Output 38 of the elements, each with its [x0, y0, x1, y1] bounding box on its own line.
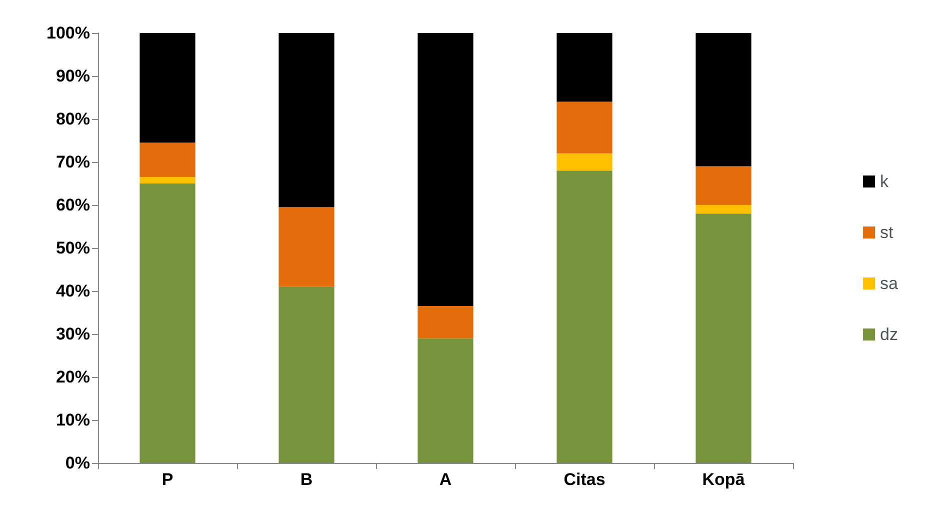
- bar: [418, 338, 474, 463]
- legend-label: st: [880, 223, 894, 242]
- bar: [140, 177, 196, 184]
- y-tick-label: 20%: [56, 368, 90, 386]
- bar: [696, 214, 752, 463]
- legend-label: dz: [880, 325, 898, 344]
- bar: [556, 170, 612, 463]
- x-tick-label: B: [300, 470, 313, 489]
- bar: [278, 33, 334, 208]
- bar: [140, 33, 196, 143]
- y-tick-label: 0%: [65, 454, 90, 472]
- y-tick-label: 90%: [56, 66, 90, 86]
- bar: [278, 286, 334, 463]
- bar: [418, 33, 474, 306]
- y-tick-label: 70%: [56, 152, 90, 172]
- y-tick-label: 100%: [46, 24, 90, 42]
- legend-label: sa: [880, 274, 899, 293]
- bar: [140, 184, 196, 463]
- y-tick-label: 40%: [56, 282, 90, 300]
- x-tick-label: P: [162, 470, 174, 489]
- legend-label: k: [880, 172, 890, 191]
- y-tick-label: 10%: [56, 410, 90, 430]
- bar: [696, 205, 752, 214]
- x-tick-label: Citas: [564, 470, 606, 489]
- bar: [696, 166, 752, 205]
- bar: [556, 153, 612, 171]
- bar: [140, 142, 196, 178]
- y-tick-label: 60%: [56, 196, 90, 214]
- bar: [556, 102, 612, 154]
- bar: [696, 33, 752, 166]
- x-tick-label: Kopā: [702, 470, 746, 489]
- y-tick-label: 80%: [56, 110, 90, 128]
- x-tick-label: A: [439, 470, 452, 489]
- y-tick-label: 30%: [56, 324, 90, 344]
- y-tick-label: 50%: [56, 238, 90, 258]
- bar: [418, 306, 474, 338]
- bar: [278, 207, 334, 287]
- bar: [556, 33, 612, 102]
